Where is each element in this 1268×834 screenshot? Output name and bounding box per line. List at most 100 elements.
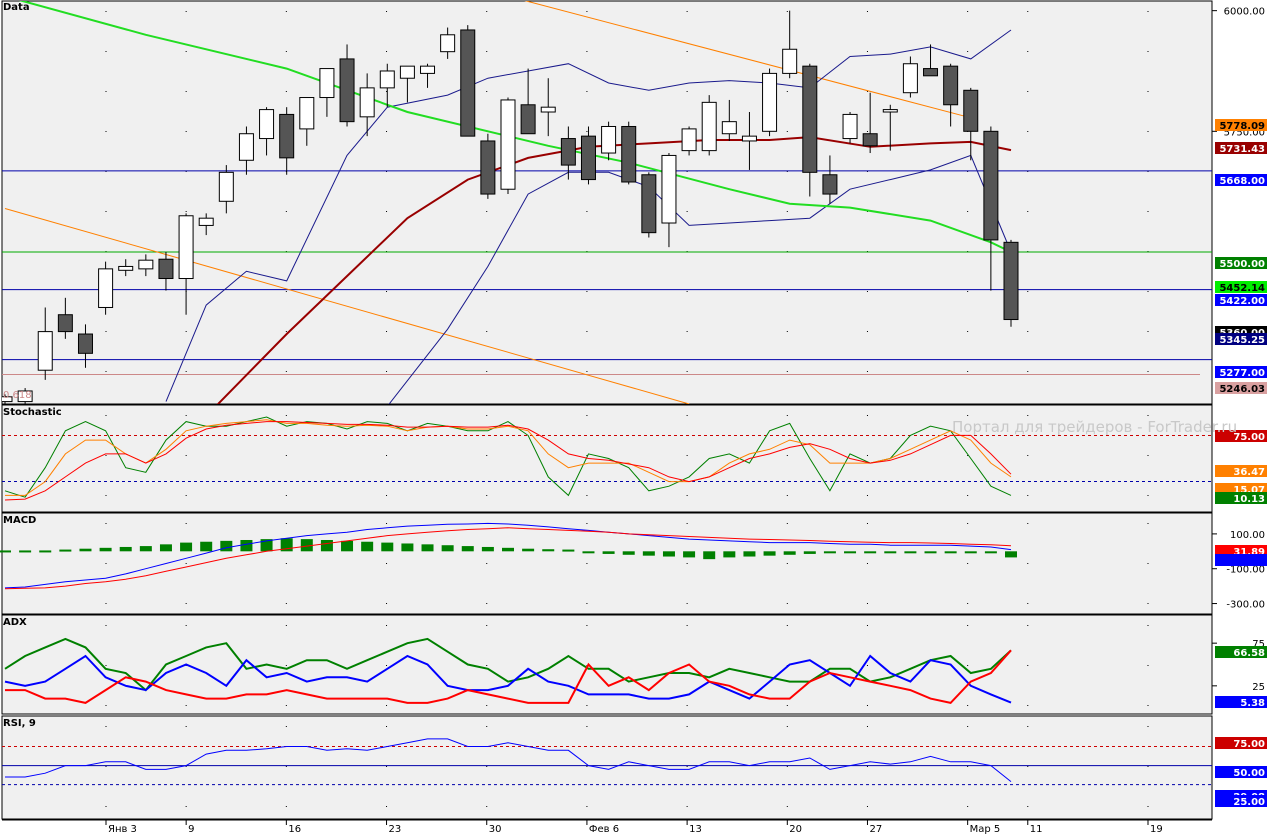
candle-body-44: [882, 109, 898, 113]
candle-body-10: [198, 217, 214, 226]
price-label-0-box: [1215, 119, 1267, 131]
panel-macd: [1, 512, 1213, 615]
price-label-1-text: 5731.43: [1219, 144, 1265, 155]
rsi-label-1: 50.00: [1215, 766, 1267, 779]
panel-title-macd: MACD: [3, 515, 36, 526]
candle-body-29: [580, 135, 596, 181]
macd-bar-50: [1005, 551, 1017, 558]
macd-bar-43: [864, 551, 877, 554]
candle-body-35: [701, 101, 717, 152]
stoch-label-0-box: [1215, 430, 1267, 442]
macd-bar-3: [59, 549, 72, 552]
macd-bar-31: [622, 551, 635, 555]
stoch-label-3-text: 10.13: [1233, 494, 1265, 505]
macd-bar-19: [381, 542, 394, 552]
candle-body-37: [741, 135, 757, 142]
adx-label-1: 5.38: [1215, 696, 1267, 709]
macd-bar-17: [341, 540, 354, 552]
stoch-line-1: [5, 419, 1012, 496]
rsi-label-0: 75.00: [1215, 737, 1267, 750]
adx-label-0-text: 66.58: [1233, 648, 1265, 659]
adx-tick-1: 25: [1252, 682, 1265, 693]
macd-bar-41: [823, 551, 836, 554]
x-label-10: 11: [1030, 824, 1043, 834]
x-label-4: 30: [489, 824, 502, 834]
rsi-label-3: 25.00: [1215, 795, 1267, 808]
candle-body-14: [279, 113, 295, 159]
x-label-1: 9: [188, 824, 194, 834]
candle-body-21: [420, 65, 436, 74]
candle-body-41: [822, 174, 838, 195]
candle-body-49: [983, 130, 999, 241]
candle-body-3: [57, 314, 73, 333]
macd-bar-49: [984, 551, 997, 554]
macd-bar-30: [602, 551, 615, 554]
macd-bar-11: [220, 540, 233, 552]
rsi-line-0: [5, 738, 1012, 782]
macd-bar-32: [642, 551, 655, 556]
price-series-group: [2, 1, 1212, 404]
trendline-lower: [4, 208, 690, 404]
candle-body-26: [520, 104, 536, 135]
macd-bar-37: [743, 551, 756, 557]
candle-body-18: [359, 87, 375, 118]
macd-label-1-box: [1215, 554, 1267, 566]
price-label-3-box: [1215, 257, 1267, 269]
macd-line-0: [4, 522, 1012, 589]
macd-bar-34: [683, 551, 696, 558]
panel-rsi: [1, 715, 1213, 820]
price-label-8-box: [1215, 366, 1267, 378]
macd-label-1: [1215, 554, 1267, 566]
rsi-label-0-box: [1215, 737, 1267, 749]
macd-bar-27: [542, 549, 555, 552]
candle-body-46: [923, 68, 939, 77]
stoch-label-2-text: 15.07: [1233, 485, 1265, 496]
candle-body-42: [842, 113, 858, 140]
adx-line-0: [4, 637, 1012, 692]
macd-bar-36: [723, 551, 736, 558]
price-label-3-text: 5500.00: [1219, 259, 1265, 270]
price-label-2-box: [1215, 174, 1267, 186]
macd-bar-18: [361, 541, 374, 552]
moving-average-green: [18, 1, 1012, 253]
x-label-11: 19: [1150, 824, 1163, 834]
stoch-label-0: 75.00: [1215, 430, 1267, 443]
macd-bar-45: [904, 551, 917, 554]
macd-bar-7: [139, 546, 152, 552]
rsi-label-1-box: [1215, 766, 1267, 778]
candle-body-16: [319, 68, 335, 99]
price-label-9: 5246.03: [1215, 382, 1267, 395]
macd-bar-13: [260, 539, 273, 552]
candle-body-15: [299, 97, 315, 130]
macd-bar-25: [502, 547, 514, 552]
watermark: Портал для трейдеров - ForTrader.ru: [952, 418, 1237, 436]
bollinger-upper: [165, 29, 1012, 402]
macd-bar-24: [481, 546, 494, 552]
price-label-7: 5345.25: [1215, 333, 1267, 346]
candle-body-19: [379, 70, 395, 89]
moving-average-dark: [216, 136, 1012, 404]
panel-title-price: Data: [3, 2, 30, 13]
candle-body-4: [77, 333, 93, 354]
adx-label-1-text: 5.38: [1240, 698, 1265, 709]
price-label-7-box: [1215, 333, 1267, 345]
macd-bar-5: [99, 547, 112, 552]
price-label-3: 5500.00: [1215, 257, 1267, 270]
price-label-8-text: 5277.00: [1219, 368, 1265, 379]
candle-body-12: [238, 133, 254, 161]
candle-body-38: [762, 72, 778, 132]
macd-bar-20: [401, 543, 414, 552]
stoch-line-2: [4, 421, 1012, 501]
macd-bar-6: [119, 546, 132, 552]
macd-bar-23: [461, 546, 474, 552]
candle-body-47: [943, 65, 959, 106]
candle-body-6: [118, 265, 134, 271]
panel-title-adx: ADX: [3, 617, 27, 628]
price-label-1: 5731.43: [1215, 142, 1267, 155]
macd-bar-21: [421, 544, 434, 552]
candle-body-13: [259, 109, 275, 140]
price-label-0-text: 5778.09: [1219, 121, 1265, 132]
candle-body-27: [540, 106, 556, 113]
adx-line-1: [4, 654, 1012, 704]
adx-tick-0: 75: [1252, 639, 1265, 650]
